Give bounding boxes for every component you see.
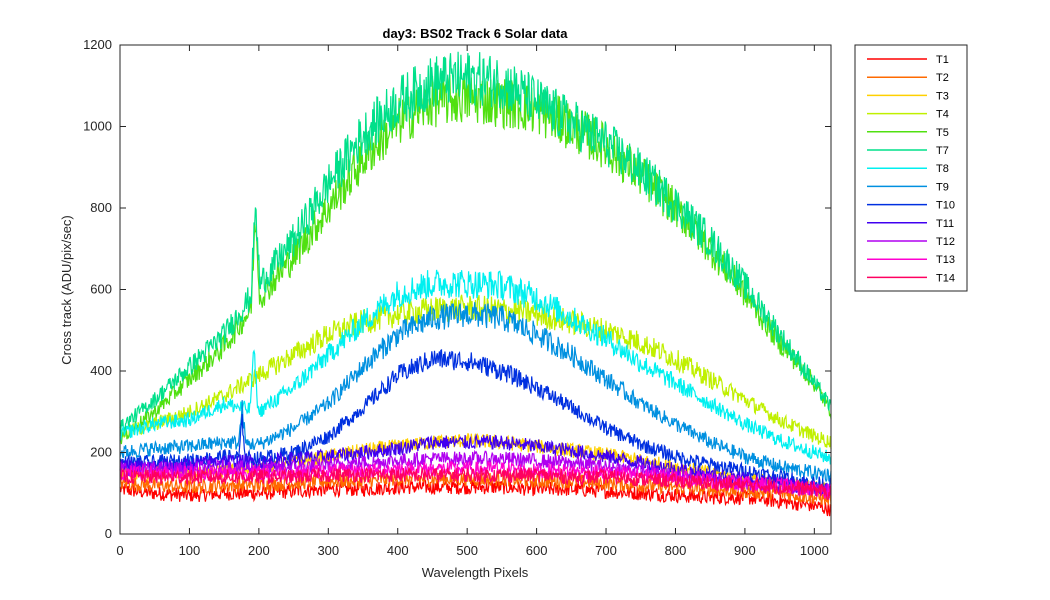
y-tick-label: 1000 bbox=[83, 119, 112, 134]
legend-label-t3: T3 bbox=[936, 90, 949, 102]
series-line-t14 bbox=[119, 466, 832, 501]
legend-label-t14: T14 bbox=[936, 272, 955, 284]
legend-label-t4: T4 bbox=[936, 109, 949, 121]
series-line-t10 bbox=[119, 348, 832, 492]
y-tick-label: 200 bbox=[90, 445, 112, 460]
plot-area: 0 100 200 300 400 500 600 700 800 900 1000 0 200 400… bbox=[83, 37, 832, 558]
legend-label-t11: T11 bbox=[936, 218, 954, 230]
x-tick-label: 500 bbox=[456, 543, 478, 558]
legend: T1 T2 T3 T4 T5 T7 T8 T9 T10 T11 T12 T13 T14 bbox=[854, 44, 968, 292]
x-tick-label: 800 bbox=[665, 543, 687, 558]
legend-label-t9: T9 bbox=[936, 181, 949, 193]
legend-label-t5: T5 bbox=[936, 127, 949, 139]
y-tick-label: 0 bbox=[105, 526, 112, 541]
y-tick-label: 1200 bbox=[83, 37, 112, 52]
x-tick-label: 1000 bbox=[800, 543, 829, 558]
series-line-t7 bbox=[119, 51, 832, 435]
x-tick-label: 100 bbox=[179, 543, 201, 558]
x-tick-label: 700 bbox=[595, 543, 617, 558]
x-tick-label: 600 bbox=[526, 543, 548, 558]
series-line-t9 bbox=[119, 302, 832, 483]
y-axis: 0 200 400 600 800 1000 1200 bbox=[83, 37, 831, 541]
y-tick-label: 400 bbox=[90, 363, 112, 378]
legend-label-t2: T2 bbox=[936, 72, 949, 84]
x-tick-label: 400 bbox=[387, 543, 409, 558]
legend-label-t12: T12 bbox=[936, 236, 955, 248]
series-line-t13 bbox=[119, 460, 832, 500]
legend-label-t13: T13 bbox=[936, 254, 955, 266]
series-line-t2 bbox=[119, 470, 832, 507]
series-line-t5 bbox=[119, 74, 832, 445]
series-line-t8 bbox=[119, 269, 832, 465]
legend-items: T1 T2 T3 T4 T5 T7 T8 T9 T10 T11 T12 T13 T14 bbox=[867, 54, 955, 284]
series-line-t4 bbox=[119, 294, 832, 450]
x-tick-label: 0 bbox=[116, 543, 123, 558]
series-layer bbox=[119, 51, 832, 517]
y-axis-label: Cross track (ADU/pix/sec) bbox=[59, 215, 74, 365]
legend-label-t7: T7 bbox=[936, 145, 949, 157]
chart-title: day3: BS02 Track 6 Solar data bbox=[383, 26, 569, 41]
x-axis-label: Wavelength Pixels bbox=[422, 565, 529, 580]
x-tick-label: 900 bbox=[734, 543, 756, 558]
y-tick-label: 600 bbox=[90, 282, 112, 297]
x-tick-label: 200 bbox=[248, 543, 270, 558]
x-tick-label: 300 bbox=[317, 543, 339, 558]
legend-label-t8: T8 bbox=[936, 163, 949, 175]
x-axis: 0 100 200 300 400 500 600 700 800 900 1000 bbox=[116, 45, 829, 558]
legend-label-t1: T1 bbox=[936, 54, 949, 66]
y-tick-label: 800 bbox=[90, 200, 112, 215]
legend-label-t10: T10 bbox=[936, 200, 955, 212]
